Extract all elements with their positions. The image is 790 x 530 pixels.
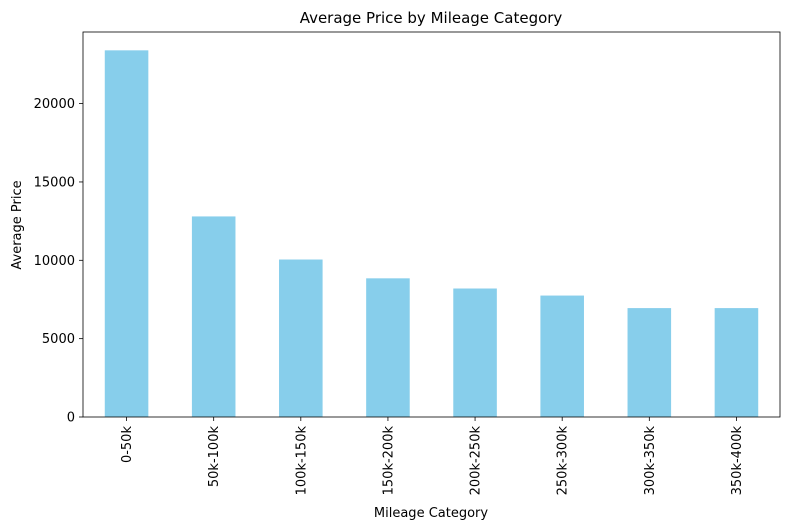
x-tick-label: 200k-250k bbox=[469, 426, 484, 496]
y-tick-label: 0 bbox=[67, 411, 75, 426]
bar-350k-400k bbox=[714, 308, 759, 417]
x-tick-label: 100k-150k bbox=[294, 426, 309, 496]
x-axis-label: Mileage Category bbox=[374, 506, 488, 521]
bar-50k-100k bbox=[191, 216, 236, 417]
plot-area: 0 5000 10000 15000 20000 0-50k 50k-100k 100k-15… bbox=[34, 31, 781, 496]
bar-200k-250k bbox=[453, 288, 497, 417]
y-tick-label: 15000 bbox=[34, 175, 75, 190]
y-axis-label: Average Price bbox=[10, 180, 25, 269]
bar-300k-350k bbox=[627, 308, 672, 417]
x-tick-label: 250k-300k bbox=[556, 426, 571, 496]
y-tick-label: 10000 bbox=[34, 254, 75, 269]
x-tick-label: 150k-200k bbox=[381, 426, 396, 496]
x-tick-label: 350k-400k bbox=[730, 426, 745, 496]
y-tick-label: 5000 bbox=[42, 332, 75, 347]
plot-frame bbox=[82, 31, 781, 418]
bar-250k-300k bbox=[540, 295, 584, 417]
bar-0-50k bbox=[104, 50, 149, 417]
x-tick-label: 50k-100k bbox=[207, 426, 222, 488]
x-tick-label: 300k-350k bbox=[643, 426, 658, 496]
x-tick-label: 0-50k bbox=[120, 426, 135, 464]
bar-100k-150k bbox=[279, 259, 323, 417]
y-tick-label: 20000 bbox=[34, 97, 75, 112]
chart-title: Average Price by Mileage Category bbox=[300, 9, 563, 27]
bar-150k-200k bbox=[366, 278, 410, 417]
